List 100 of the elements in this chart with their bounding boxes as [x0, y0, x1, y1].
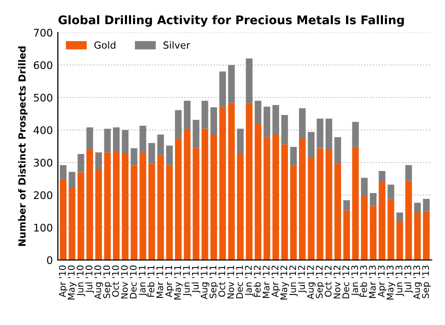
bar: [184, 100, 190, 130]
bar: [414, 202, 421, 213]
x-tick-label: Jun '11: [183, 266, 192, 296]
bar: [166, 146, 173, 166]
bar: [228, 65, 235, 103]
bar: [290, 165, 297, 260]
x-tick-label: Dec '11: [236, 266, 243, 298]
x-tick-label: Apr '12: [272, 266, 280, 298]
x-tick-label: Mar '11: [156, 266, 164, 298]
bar: [192, 148, 200, 260]
y-tick-label: 100: [34, 224, 52, 232]
x-tick-label: Apr '13: [378, 266, 386, 298]
bar: [264, 137, 270, 260]
x-tick-label: Apr '10: [58, 265, 68, 298]
bar: [184, 130, 190, 260]
bar: [174, 138, 182, 260]
x-tick-label: Mar '12: [262, 266, 270, 298]
bar: [60, 179, 66, 260]
bar: [202, 128, 208, 260]
bar: [210, 134, 218, 260]
bar: [246, 103, 252, 260]
x-tick-label: Dec '10: [130, 265, 137, 298]
bar: [68, 188, 76, 260]
bar: [326, 118, 332, 150]
x-tick-label: Sep '11: [210, 266, 218, 298]
x-tick-label: Mar '13: [368, 266, 376, 298]
bar: [174, 110, 182, 138]
bar: [140, 126, 146, 152]
x-tick-label: Aug '11: [200, 266, 210, 300]
bar: [148, 143, 156, 164]
x-tick-label: Nov '12: [334, 266, 340, 298]
chart-title: Global Drilling Activity for Precious Metals Is Falling: [58, 15, 404, 27]
x-tick-label: Feb '11: [147, 266, 154, 297]
bar: [299, 108, 306, 138]
bar: [237, 154, 244, 260]
bar: [370, 193, 377, 206]
x-tick-label: May '13: [386, 266, 396, 300]
bar: [308, 158, 315, 260]
bar: [112, 151, 120, 260]
bar: [343, 200, 350, 210]
x-tick-label: Jan '13: [351, 266, 360, 296]
x-tick-label: Aug '10: [94, 265, 103, 300]
bar: [272, 104, 280, 135]
bar: [192, 120, 200, 148]
x-tick-label: Sep '12: [316, 266, 324, 298]
x-tick-label: Nov '11: [227, 266, 234, 298]
bar: [95, 152, 102, 169]
y-tick-label: 600: [34, 61, 52, 70]
bar: [396, 221, 404, 260]
y-axis-title: Number of Distinct Prospects Drilled: [18, 46, 28, 246]
bar: [228, 102, 235, 260]
bar: [130, 148, 138, 166]
bar: [157, 134, 164, 156]
bar: [388, 184, 394, 199]
bar: [78, 154, 84, 172]
bar: [140, 152, 146, 260]
bar: [316, 148, 324, 260]
bar: [326, 150, 332, 260]
x-tick-label: Apr '11: [165, 266, 174, 298]
x-tick-label: Jun '10: [76, 265, 86, 296]
bar: [254, 124, 262, 260]
bar: [316, 118, 324, 148]
x-tick-label: Nov '10: [120, 265, 128, 298]
bar: [352, 122, 359, 147]
bar: [104, 128, 111, 152]
bar: [423, 211, 430, 260]
x-tick-label: Jul '12: [298, 266, 307, 294]
bar: [361, 196, 368, 260]
bar: [378, 170, 386, 182]
bar: [219, 106, 226, 260]
x-tick-label: Jul '10: [85, 265, 94, 294]
bar: [68, 172, 76, 188]
x-tick-label: Feb '12: [254, 266, 261, 297]
y-tick-label: 700: [34, 28, 52, 37]
bar: [370, 206, 377, 260]
bar: [219, 72, 226, 107]
bar: [202, 100, 208, 129]
bar: [308, 132, 315, 158]
x-tick-label: Oct '11: [218, 266, 226, 297]
bar: [86, 127, 94, 150]
bar: [388, 198, 394, 260]
bar: [352, 146, 359, 260]
bar: [210, 107, 218, 135]
bar: [60, 165, 66, 180]
bar: [334, 164, 342, 260]
bar: [281, 115, 288, 144]
bar: [396, 212, 404, 221]
y-tick-label: 200: [34, 191, 52, 200]
bar: [405, 165, 412, 181]
bar: [237, 128, 244, 154]
bar: [95, 169, 102, 260]
bar: [414, 212, 421, 260]
y-tick-label: 300: [34, 158, 52, 167]
x-tick-label: Dec '12: [342, 266, 350, 298]
x-tick-label: May '12: [280, 266, 289, 300]
x-tick-label: Sep '10: [103, 265, 112, 298]
x-tick-label: May '10: [68, 265, 76, 300]
bar: [148, 164, 156, 260]
legend-label: Silver: [163, 41, 190, 49]
x-tick-label: Aug '13: [413, 266, 422, 300]
